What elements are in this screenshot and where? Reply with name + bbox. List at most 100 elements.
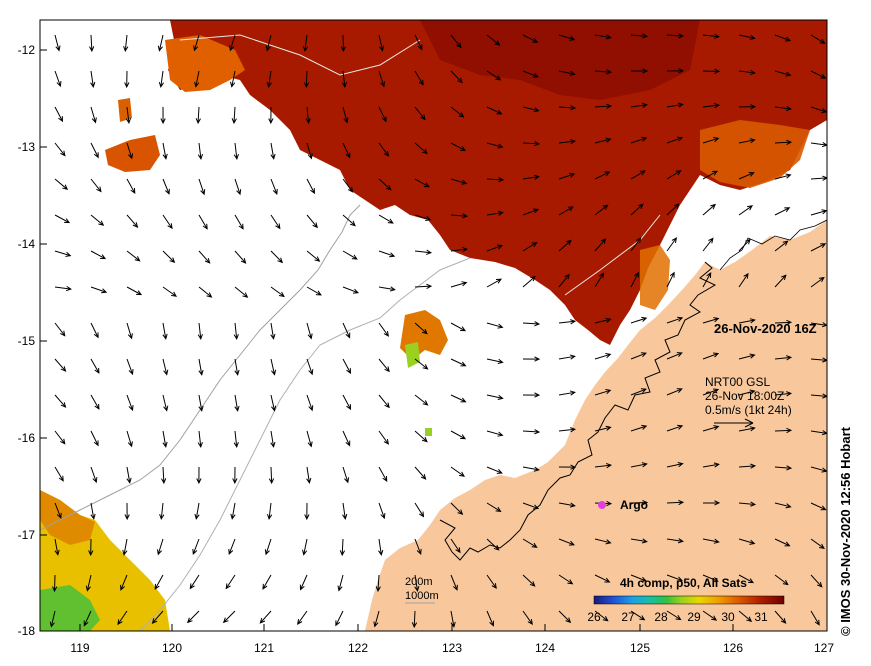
current-arrow (522, 466, 540, 472)
colorbar: 4h comp, p50, All Sats 26 27 28 29 30 31 (587, 576, 785, 624)
current-arrow (54, 178, 69, 191)
current-arrow (630, 574, 647, 582)
current-arrow (702, 425, 720, 432)
current-arrow (810, 175, 827, 181)
current-arrow (414, 358, 429, 370)
y-tick: -13 (18, 140, 47, 154)
current-arrow (486, 34, 501, 46)
current-arrow (52, 574, 58, 593)
isobath-1000m (139, 257, 471, 631)
current-arrow (83, 610, 92, 627)
current-arrow (122, 538, 128, 556)
current-arrow (450, 106, 465, 118)
sst-hot-core (420, 20, 700, 100)
current-arrow (160, 106, 166, 125)
current-arrow (486, 394, 504, 401)
current-arrow (630, 316, 648, 324)
current-arrow (414, 574, 420, 592)
current-arrow (666, 237, 678, 252)
current-arrow (594, 103, 613, 109)
current-arrow (738, 171, 755, 180)
current-arrow (126, 178, 136, 194)
current-arrow (702, 68, 721, 74)
current-arrow (666, 271, 675, 288)
current-arrow (774, 173, 792, 180)
current-arrow (342, 214, 356, 227)
current-arrow (270, 358, 277, 376)
current-arrow (265, 34, 272, 52)
current-arrow (305, 106, 311, 125)
svg-text:-12: -12 (18, 43, 36, 57)
current-arrow (342, 106, 349, 124)
current-arrow (90, 106, 97, 124)
current-arrow (774, 355, 793, 361)
current-arrow (225, 574, 236, 590)
current-arrow (522, 356, 541, 362)
current-arrow (126, 286, 143, 296)
current-arrow (738, 34, 756, 41)
current-arrow (594, 538, 612, 545)
current-arrow (228, 538, 236, 555)
current-arrow (232, 466, 238, 485)
current-arrow (378, 106, 387, 123)
current-arrow (630, 462, 648, 468)
current-arrow (810, 106, 827, 114)
current-arrow (702, 500, 721, 506)
current-arrow (666, 170, 682, 180)
current-arrow (594, 389, 612, 396)
current-arrow (233, 322, 239, 341)
current-arrow (414, 142, 428, 155)
current-arrow (90, 502, 96, 520)
current-arrow (270, 178, 278, 195)
current-arrow (450, 358, 467, 367)
current-arrow (337, 574, 344, 592)
current-arrow (702, 203, 716, 216)
isobath-1000m-label: 1000m (405, 590, 439, 602)
current-arrow (299, 574, 308, 591)
current-arrow (450, 322, 467, 332)
x-axis: 119 120 121 122 123 124 125 126 127 (70, 624, 834, 655)
current-arrow (738, 238, 751, 252)
current-arrow (558, 105, 577, 111)
colorbar-tick: 31 (754, 610, 768, 624)
current-arrow (774, 465, 793, 471)
svg-text:-15: -15 (18, 334, 36, 348)
current-arrow (88, 538, 94, 557)
current-arrow (738, 69, 757, 76)
current-arrow (774, 34, 792, 42)
y-tick: -16 (18, 431, 47, 445)
x-tick: 123 (442, 624, 462, 655)
current-arrow (414, 283, 433, 289)
current-arrow (126, 250, 141, 262)
current-arrow (774, 610, 787, 624)
current-arrow (378, 538, 384, 556)
current-arrow (486, 177, 505, 183)
current-arrow (161, 466, 167, 485)
colorbar-tick: 29 (687, 610, 701, 624)
current-arrow (197, 142, 204, 161)
current-arrow (666, 33, 685, 39)
sst-warm-pool (168, 20, 827, 345)
current-arrow (270, 142, 276, 160)
current-arrow (342, 286, 360, 294)
current-arrow (522, 392, 541, 398)
current-arrow (666, 102, 684, 108)
current-arrow (450, 430, 467, 440)
current-arrow (738, 501, 757, 507)
x-tick: 127 (814, 624, 834, 655)
current-arrow (340, 34, 346, 53)
current-arrow (630, 610, 646, 621)
current-arrow (342, 142, 351, 159)
current-arrow (342, 430, 351, 447)
current-arrow (414, 214, 432, 222)
current-arrow (522, 429, 541, 435)
current-arrow (522, 70, 539, 78)
isobath-200m-label: 200m (405, 576, 433, 588)
colorbar-tick: 27 (621, 610, 635, 624)
current-arrow (373, 610, 380, 628)
current-arrow (522, 106, 540, 113)
current-arrow (630, 136, 648, 144)
current-arrow (738, 574, 755, 584)
current-arrow (54, 430, 66, 445)
current-arrow (157, 34, 164, 52)
